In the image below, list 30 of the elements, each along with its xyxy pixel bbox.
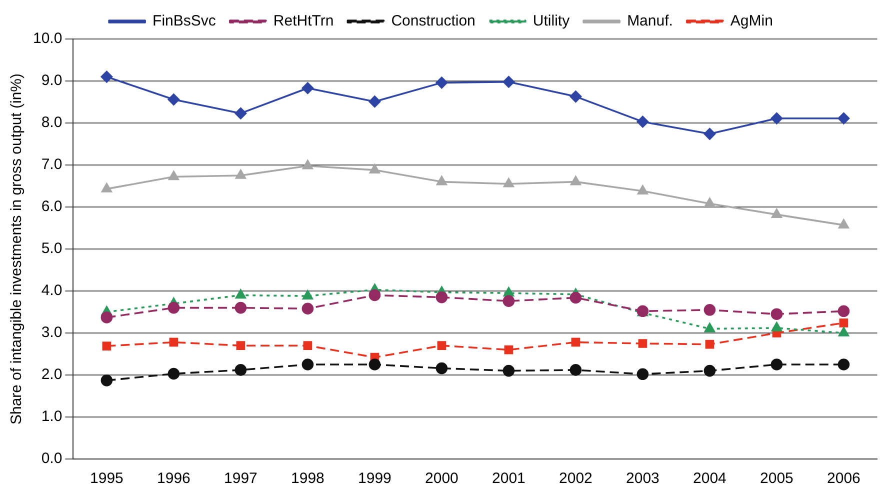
legend-label: Construction (391, 12, 476, 30)
y-tick-label: 5.0 (41, 240, 62, 258)
x-tick-label: 2000 (425, 470, 458, 488)
legend-label: Utility (532, 12, 570, 30)
y-tick-label: 3.0 (41, 324, 62, 342)
x-tick-label: 1999 (358, 470, 392, 488)
y-tick-label: 10.0 (32, 30, 62, 48)
y-tick-label: 9.0 (41, 72, 62, 90)
x-tick-label: 2003 (626, 470, 660, 488)
x-tick-label: 2005 (760, 470, 794, 488)
y-tick-label: 8.0 (41, 114, 62, 132)
x-tick-label: 2004 (693, 470, 726, 488)
y-tick-label: 0.0 (41, 450, 62, 468)
y-tick-label: 2.0 (41, 366, 62, 384)
x-tick-label: 1997 (224, 470, 258, 488)
x-tick-label: 2006 (827, 470, 860, 488)
x-tick-label: 1996 (157, 470, 190, 488)
x-tick-label: 2001 (492, 470, 526, 488)
x-tick-label: 1998 (291, 470, 324, 488)
legend-label: FinBsSvc (152, 12, 216, 30)
y-tick-label: 4.0 (41, 282, 62, 300)
legend-label: Manuf. (627, 12, 673, 30)
legend-label: RetHtTrn (273, 12, 334, 30)
y-tick-label: 1.0 (41, 408, 62, 426)
y-axis-title: Share of intangible investments in gross output (in%) (8, 73, 26, 425)
x-tick-label: 2002 (559, 470, 592, 488)
legend-label: AgMin (730, 12, 773, 30)
y-tick-label: 6.0 (41, 198, 62, 216)
x-tick-label: 1995 (90, 470, 124, 488)
y-tick-label: 7.0 (41, 156, 62, 174)
